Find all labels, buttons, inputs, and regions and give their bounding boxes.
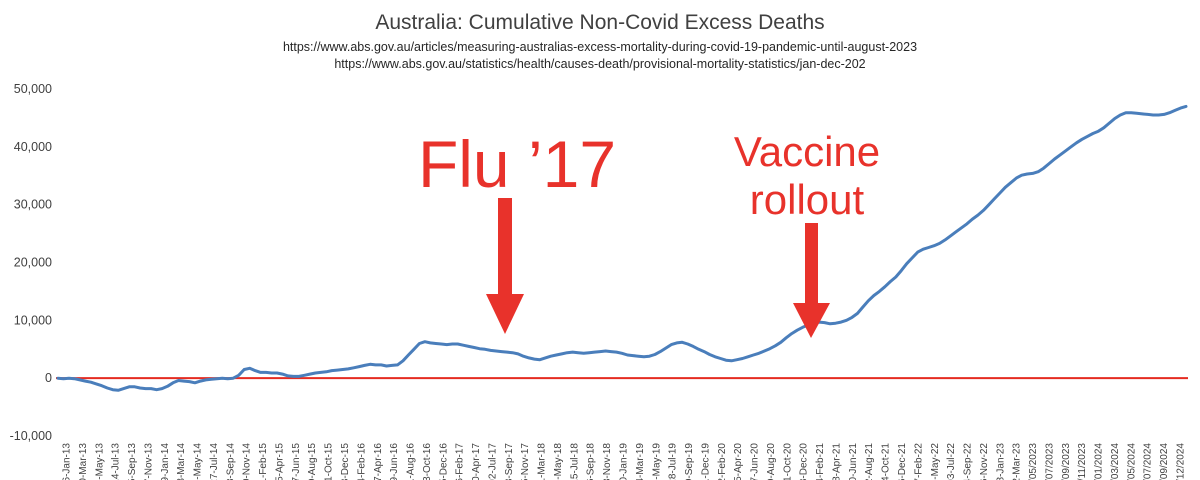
x-tick-label: 06-Jan-13 — [62, 443, 73, 480]
x-tick-label: 27-Jul-14 — [209, 443, 220, 480]
x-tick-label: 26-Feb-17 — [455, 443, 466, 480]
x-axis: 06-Jan-13 10-Mar-13 12-May-13 14-Jul-13 15-S… — [62, 443, 1187, 480]
x-tick-label: 18-Apr-21 — [832, 443, 843, 480]
vaccine-arrow-head — [793, 303, 830, 338]
x-tick-label: 02-Jul-17 — [487, 443, 498, 480]
x-tick-label: 28-Jul-19 — [668, 443, 679, 480]
x-tick-label: 17/09/2023 — [1061, 443, 1072, 480]
x-tick-label: 04-Sep-22 — [963, 443, 974, 480]
x-tick-label: 23-Oct-16 — [422, 443, 433, 480]
x-tick-label: 12-Mar-23 — [1012, 443, 1023, 480]
x-tick-label: 29/09/2024 — [1159, 443, 1170, 480]
vaccine-annotation: Vaccine rollout — [734, 128, 880, 338]
x-tick-label: 28/07/2024 — [1143, 443, 1154, 480]
x-tick-label: 26-Dec-21 — [897, 443, 908, 480]
x-tick-label: 27-Feb-22 — [913, 443, 924, 480]
chart-title: Australia: Cumulative Non-Covid Excess D… — [375, 11, 824, 34]
x-tick-label: 11-Mar-18 — [537, 443, 548, 480]
x-tick-label: 14-Feb-16 — [356, 443, 367, 480]
y-tick-label: -10,000 — [10, 429, 52, 443]
x-tick-label: 19-Jan-14 — [160, 443, 171, 480]
x-tick-label: 25-May-14 — [193, 443, 204, 480]
x-tick-label: 03-Sep-17 — [504, 443, 515, 480]
x-tick-label: 05-Apr-20 — [733, 443, 744, 480]
x-tick-label: 28-Sep-14 — [225, 443, 236, 480]
x-tick-label: 14-Jul-13 — [111, 443, 122, 480]
x-tick-label: 26-May-19 — [651, 443, 662, 480]
x-tick-label: 09-Aug-20 — [766, 443, 777, 480]
chart-subtitle-line-1: https://www.abs.gov.au/articles/measurin… — [283, 40, 917, 54]
x-tick-label: 17-Nov-13 — [143, 443, 154, 480]
x-tick-label: 25-Dec-16 — [438, 443, 449, 480]
x-tick-label: 30-Apr-17 — [471, 443, 482, 480]
x-tick-label: 21/01/2024 — [1094, 443, 1105, 480]
y-tick-label: 20,000 — [14, 256, 52, 270]
flu-arrow-shaft — [498, 198, 512, 294]
x-tick-label: 03-Jul-22 — [946, 443, 957, 480]
x-tick-label: 07-Jun-15 — [291, 443, 302, 480]
x-tick-label: 07-Jun-20 — [750, 443, 761, 480]
x-tick-label: 13-May-18 — [553, 443, 564, 480]
flu-annotation-label: Flu ’17 — [418, 127, 616, 201]
x-tick-label: 20-Jun-21 — [848, 443, 859, 480]
y-tick-label: 10,000 — [14, 313, 52, 327]
chart-subtitle-line-2: https://www.abs.gov.au/statistics/health… — [334, 57, 865, 71]
x-tick-label: 16-Sep-18 — [586, 443, 597, 480]
x-tick-label: 22-Aug-21 — [864, 443, 875, 480]
x-tick-label: 11-Oct-20 — [782, 443, 793, 480]
x-tick-label: 23-Mar-14 — [176, 443, 187, 480]
x-tick-label: 30-Nov-14 — [242, 443, 253, 480]
y-tick-label: 40,000 — [14, 140, 52, 154]
x-tick-label: 09-Aug-15 — [307, 443, 318, 480]
y-tick-label: 50,000 — [14, 82, 52, 96]
x-tick-label: 06-Nov-22 — [979, 443, 990, 480]
x-tick-label: 17-Apr-16 — [373, 443, 384, 480]
x-tick-label: 02-Feb-20 — [717, 443, 728, 480]
x-tick-label: 26/05/2024 — [1126, 443, 1137, 480]
x-tick-label: 19-Jun-16 — [389, 443, 400, 480]
x-tick-label: 24-Oct-21 — [881, 443, 892, 480]
x-tick-label: 05-Apr-15 — [275, 443, 286, 480]
vaccine-annotation-label-line-1: Vaccine — [734, 128, 880, 175]
x-tick-label: 19/11/2023 — [1077, 443, 1088, 480]
x-tick-label: 15-Jul-18 — [569, 443, 580, 480]
x-tick-label: 05-Nov-17 — [520, 443, 531, 480]
x-tick-label: 21-Aug-16 — [406, 443, 417, 480]
x-tick-label: 08-Jan-23 — [995, 443, 1006, 480]
x-tick-label: 11-Oct-15 — [324, 443, 335, 480]
x-tick-label: 29-Sep-19 — [684, 443, 695, 480]
x-tick-label: 13-Dec-15 — [340, 443, 351, 480]
x-tick-label: 20-Jan-19 — [619, 443, 630, 480]
x-tick-label: 01-Feb-15 — [258, 443, 269, 480]
x-tick-label: 16/07/2023 — [1044, 443, 1055, 480]
y-tick-label: 30,000 — [14, 198, 52, 212]
series-line — [56, 104, 1188, 392]
x-tick-label: 12-May-13 — [94, 443, 105, 480]
x-tick-label: 01-May-22 — [930, 443, 941, 480]
x-tick-label: 14-Feb-21 — [815, 443, 826, 480]
flu-arrow-head — [486, 294, 524, 334]
vaccine-annotation-label-line-2: rollout — [750, 176, 865, 223]
x-tick-label: 15-Sep-13 — [127, 443, 138, 480]
x-tick-label: 18-Nov-18 — [602, 443, 613, 480]
x-tick-label: 01-Dec-19 — [700, 443, 711, 480]
x-tick-label: 24-Mar-19 — [635, 443, 646, 480]
x-tick-label: 1/12/2024 — [1176, 443, 1187, 480]
x-tick-label: 24/03/2024 — [1110, 443, 1121, 480]
y-axis: -10,000 0 10,000 20,000 30,000 40,000 50,000 — [10, 82, 52, 443]
x-tick-label: 13-Dec-20 — [799, 443, 810, 480]
x-tick-label: 10-Mar-13 — [78, 443, 89, 480]
vaccine-arrow-shaft — [805, 223, 818, 303]
x-tick-label: 14/05/2023 — [1028, 443, 1039, 480]
flu-annotation: Flu ’17 — [418, 127, 616, 334]
y-tick-label: 0 — [45, 371, 52, 385]
